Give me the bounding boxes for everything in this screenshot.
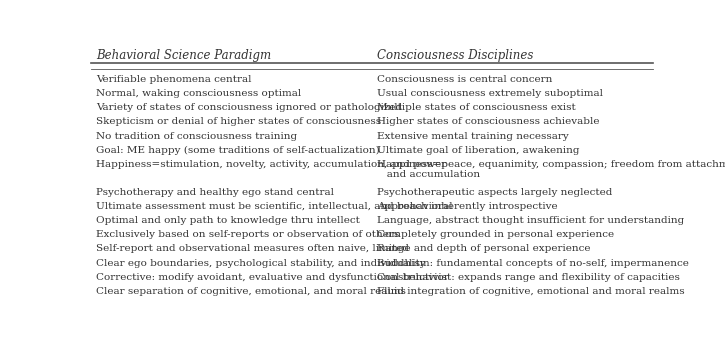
- Text: No tradition of consciousness training: No tradition of consciousness training: [96, 132, 297, 140]
- Text: Normal, waking consciousness optimal: Normal, waking consciousness optimal: [96, 89, 302, 98]
- Text: Fluid integration of cognitive, emotional and moral realms: Fluid integration of cognitive, emotiona…: [377, 287, 685, 296]
- Text: Ultimate assessment must be scientific, intellectual, and behavioral: Ultimate assessment must be scientific, …: [96, 202, 453, 211]
- Text: Language, abstract thought insufficient for understanding: Language, abstract thought insufficient …: [377, 216, 684, 225]
- Text: Behavioral Science Paradigm: Behavioral Science Paradigm: [96, 49, 271, 62]
- Text: Consciousness Disciplines: Consciousness Disciplines: [377, 49, 534, 62]
- Text: Clear separation of cognitive, emotional, and moral realms: Clear separation of cognitive, emotional…: [96, 287, 406, 296]
- Text: Higher states of consciousness achievable: Higher states of consciousness achievabl…: [377, 117, 600, 127]
- Text: Goal: ME happy (some traditions of self-actualization): Goal: ME happy (some traditions of self-…: [96, 146, 380, 155]
- Text: Verifiable phenomena central: Verifiable phenomena central: [96, 75, 252, 84]
- Text: Usual consciousness extremely suboptimal: Usual consciousness extremely suboptimal: [377, 89, 603, 98]
- Text: Psychotherapy and healthy ego stand central: Psychotherapy and healthy ego stand cent…: [96, 188, 334, 197]
- Text: Consciousness is central concern: Consciousness is central concern: [377, 75, 552, 84]
- Text: Completely grounded in personal experience: Completely grounded in personal experien…: [377, 230, 614, 239]
- Text: Variety of states of consciousness ignored or pathologized: Variety of states of consciousness ignor…: [96, 103, 402, 112]
- Text: Ultimate goal of liberation, awakening: Ultimate goal of liberation, awakening: [377, 146, 580, 154]
- Text: Exclusively based on self-reports or observation of others: Exclusively based on self-reports or obs…: [96, 230, 399, 239]
- Text: Approach inherently introspective: Approach inherently introspective: [377, 202, 558, 211]
- Text: Happiness=peace, equanimity, compassion; freedom from attachment
   and accumula: Happiness=peace, equanimity, compassion;…: [377, 160, 725, 179]
- Text: Clear ego boundaries, psychological stability, and individuality: Clear ego boundaries, psychological stab…: [96, 258, 426, 268]
- Text: Self-report and observational measures often naive, limited: Self-report and observational measures o…: [96, 244, 409, 253]
- Text: Range and depth of personal experience: Range and depth of personal experience: [377, 244, 591, 253]
- Text: Psychotherapeutic aspects largely neglected: Psychotherapeutic aspects largely neglec…: [377, 188, 613, 197]
- Text: Happiness=stimulation, novelty, activity, accumulation, and power: Happiness=stimulation, novelty, activity…: [96, 160, 447, 169]
- Text: Multiple states of consciousness exist: Multiple states of consciousness exist: [377, 103, 576, 112]
- Text: Optimal and only path to knowledge thru intellect: Optimal and only path to knowledge thru …: [96, 216, 360, 225]
- Text: Skepticism or denial of higher states of consciousness: Skepticism or denial of higher states of…: [96, 117, 381, 127]
- Text: Corrective: modify avoidant, evaluative and dysfunctional behavior: Corrective: modify avoidant, evaluative …: [96, 273, 449, 282]
- Text: Extensive mental training necessary: Extensive mental training necessary: [377, 132, 569, 140]
- Text: Constructivist: expands range and flexibility of capacities: Constructivist: expands range and flexib…: [377, 273, 680, 282]
- Text: Buddhism: fundamental concepts of no-self, impermanence: Buddhism: fundamental concepts of no-sel…: [377, 258, 689, 268]
